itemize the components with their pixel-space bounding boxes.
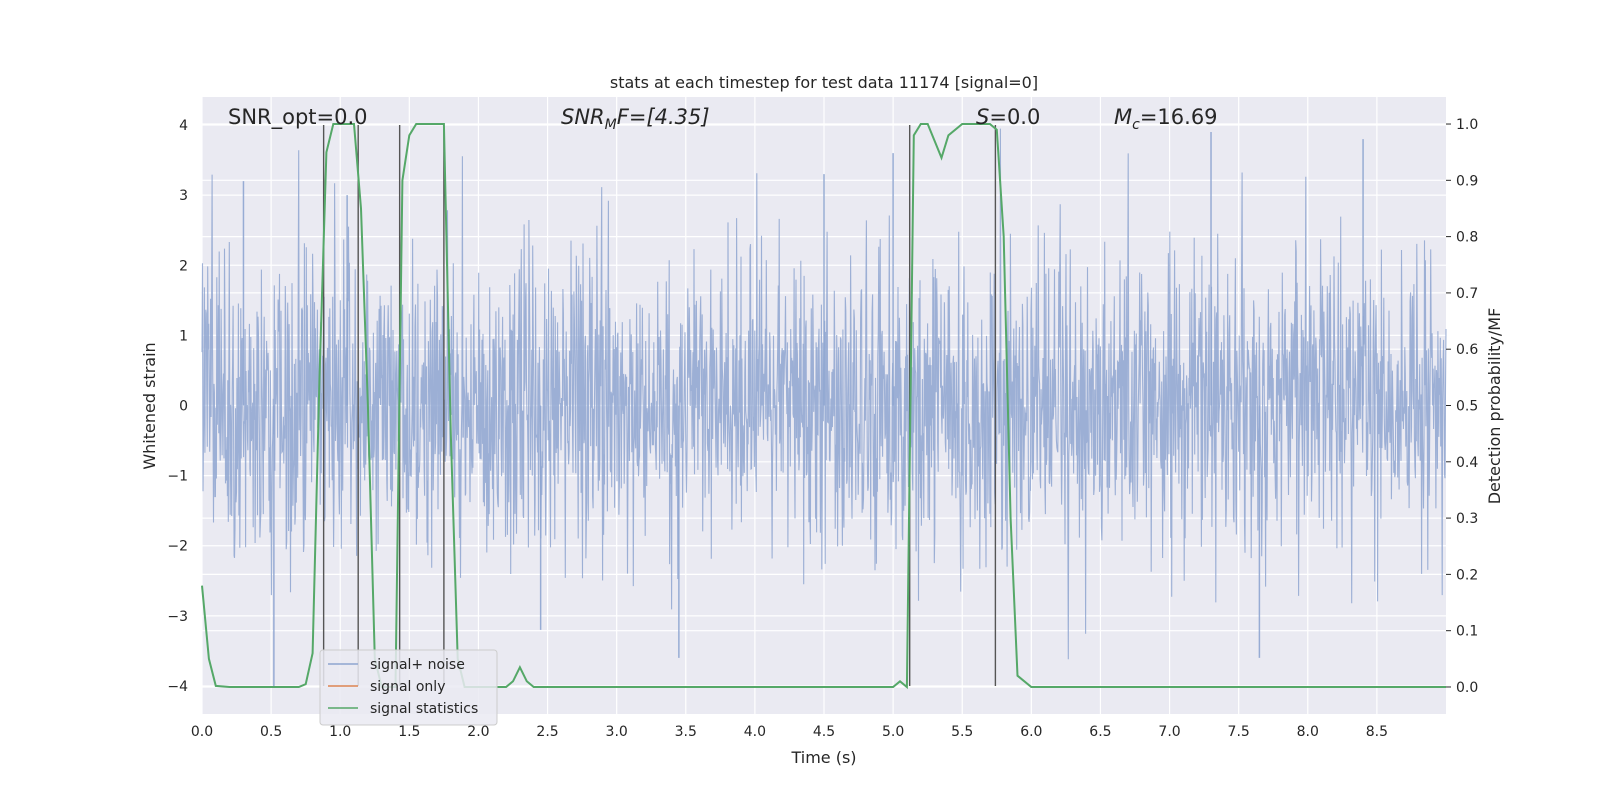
x-tick-label: 2.0: [467, 724, 489, 740]
x-tick-label: 3.5: [675, 724, 697, 740]
x-tick-label: 3.0: [606, 724, 628, 740]
y-tick-label: −3: [167, 609, 188, 625]
x-tick-label: 5.0: [882, 724, 904, 740]
x-tick-label: 2.5: [536, 724, 558, 740]
x-tick-label: 7.5: [1228, 724, 1250, 740]
y2-tick-label: 0.7: [1456, 286, 1478, 302]
y-axis-ticks: 4 3 2 1 0 −1 −2 −3 −4: [167, 118, 188, 695]
legend-label-statistics: signal statistics: [370, 701, 478, 717]
x-tick-label: 0.5: [260, 724, 282, 740]
y2-tick-label: 1.0: [1456, 117, 1478, 133]
x-tick-label: 6.5: [1089, 724, 1111, 740]
y2-tick-label: 0.1: [1456, 624, 1478, 640]
x-tick-label: 8.5: [1366, 724, 1388, 740]
y-axis-label: Whitened strain: [140, 342, 159, 469]
y-tick-label: 2: [179, 258, 188, 274]
x-tick-label: 4.5: [813, 724, 835, 740]
legend: signal+ noise signal only signal statist…: [319, 649, 498, 726]
x-tick-label: 4.0: [744, 724, 766, 740]
y2-tick-label: 0.2: [1456, 567, 1478, 583]
chart-title: stats at each timestep for test data 111…: [610, 73, 1038, 92]
x-tick-label: 1.0: [329, 724, 351, 740]
x-tick-label: 8.0: [1297, 724, 1319, 740]
legend-box: [319, 649, 498, 726]
y-tick-label: 3: [179, 188, 188, 204]
y2-tick-label: 0.0: [1456, 680, 1478, 696]
annotation-mc-main: M: [1114, 105, 1132, 129]
y2-tick-label: 0.9: [1456, 173, 1478, 189]
x-axis-ticks: 0.0 0.5 1.0 1.5 2.0 2.5 3.0 3.5 4.0 4.5 5.0 5.5 6.0 6…: [191, 724, 1388, 740]
y2-axis-ticks: 1.0 0.9 0.8 0.7 0.6 0.5 0.4 0.3 0.2 0.1 0.0: [1446, 117, 1478, 696]
y2-tick-label: 0.4: [1456, 455, 1478, 471]
annotation-s-main: S: [976, 105, 989, 129]
x-tick-label: 7.0: [1158, 724, 1180, 740]
annotation-snr-mf: SNRMF=[4.35]: [561, 105, 710, 133]
y-tick-label: 0: [179, 399, 188, 415]
x-tick-label: 6.0: [1020, 724, 1042, 740]
annotation-mc: Mc=16.69: [1114, 105, 1218, 133]
legend-label-signal-only: signal only: [370, 679, 445, 695]
y-tick-label: −1: [167, 469, 188, 485]
y2-tick-label: 0.8: [1456, 230, 1478, 246]
y2-tick-label: 0.3: [1456, 511, 1478, 527]
x-tick-label: 1.5: [398, 724, 420, 740]
y-tick-label: −2: [167, 539, 188, 555]
x-tick-label: 0.0: [191, 724, 213, 740]
annotation-snr-mf-main: SNR: [561, 105, 605, 129]
signal-plus-noise-series: [201, 128, 1447, 686]
y2-axis-label: Detection probability/MF: [1485, 308, 1504, 505]
y-tick-label: 1: [179, 328, 188, 344]
legend-label-noise: signal+ noise: [370, 657, 465, 673]
annotation-mc-sub: c: [1132, 117, 1140, 133]
annotation-snr-opt: SNR_opt=0.0: [228, 105, 368, 130]
y2-tick-label: 0.5: [1456, 399, 1478, 415]
x-axis-label: Time (s): [790, 748, 856, 767]
annotation-mc-rest: =16.69: [1140, 105, 1218, 129]
annotation-s-rest: =0.0: [989, 105, 1040, 129]
x-tick-label: 5.5: [951, 724, 973, 740]
y-tick-label: 4: [179, 118, 188, 134]
annotation-s: S=0.0: [976, 105, 1040, 129]
annotation-snr-mf-rest: F=[4.35]: [617, 105, 710, 129]
y2-tick-label: 0.6: [1456, 342, 1478, 358]
y-tick-label: −4: [167, 679, 188, 695]
annotation-snr-mf-sub: M: [605, 117, 617, 133]
